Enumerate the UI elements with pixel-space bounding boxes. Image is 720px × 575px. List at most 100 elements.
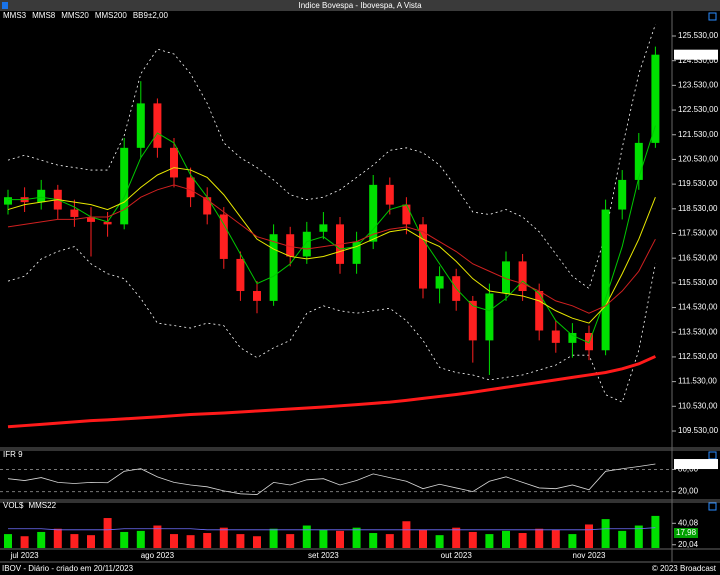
volume-bar xyxy=(286,534,295,548)
volume-bar xyxy=(203,533,212,548)
candle-body xyxy=(502,261,510,294)
panel-title: VOL$ xyxy=(3,501,24,510)
expand-icon[interactable] xyxy=(708,12,717,21)
legend-entry: MMS200 xyxy=(95,11,128,20)
candle-body xyxy=(37,189,46,203)
y-tick-label: 114.530,00 xyxy=(678,303,718,312)
bollinger-upper xyxy=(7,24,656,290)
candle-body xyxy=(651,54,660,143)
volume-bar xyxy=(319,529,328,548)
candle-body xyxy=(518,261,527,292)
candle-body xyxy=(302,231,311,257)
volume-bar xyxy=(435,535,444,548)
candle-body xyxy=(634,142,643,180)
legend-entry: MMS3 xyxy=(3,11,27,20)
volume-bar xyxy=(253,536,261,548)
last-value-box xyxy=(674,528,698,538)
volume-bar xyxy=(269,528,278,548)
candle-body xyxy=(87,216,95,222)
volume-bar xyxy=(468,531,477,548)
volume-bar xyxy=(618,530,627,548)
moving-average xyxy=(7,167,656,324)
volume-bar xyxy=(352,527,361,548)
last-value-label: 124.773,21 xyxy=(676,50,717,59)
volume-average xyxy=(8,527,656,531)
candle-body xyxy=(186,177,195,198)
y-tick-label: 123.530,00 xyxy=(678,80,719,89)
volume-bar xyxy=(551,529,560,548)
candle-body xyxy=(120,147,129,225)
moving-average xyxy=(7,184,656,314)
candle-body xyxy=(601,209,610,351)
volume-bar xyxy=(485,534,494,548)
volume-bar xyxy=(419,529,427,548)
legend-entry: MMS20 xyxy=(61,11,89,20)
last-value-box xyxy=(674,49,718,60)
volume-bar xyxy=(103,518,112,548)
volume-bar xyxy=(170,534,178,548)
volume-bar xyxy=(20,536,29,548)
y-tick-label: 109.530,00 xyxy=(678,426,719,435)
candle-body xyxy=(468,300,477,341)
candle-body xyxy=(103,221,112,225)
candle-body xyxy=(219,214,228,259)
y-tick-label: 121.530,00 xyxy=(678,130,719,139)
volume-bar xyxy=(502,530,510,548)
volume-bar xyxy=(385,534,394,548)
volume-bar xyxy=(651,515,660,548)
y-tick-label: 111.530,00 xyxy=(678,377,717,386)
candle-body xyxy=(385,184,394,205)
x-tick-label: out 2023 xyxy=(441,551,473,560)
candle-body xyxy=(136,103,145,148)
candle-body xyxy=(485,293,494,341)
footer-left: IBOV - Diário - criado em 20/11/2023 xyxy=(2,564,134,573)
candle-body xyxy=(568,332,577,343)
volume-bar xyxy=(4,534,12,548)
x-tick-label: ago 2023 xyxy=(141,551,175,560)
y-tick-label: 117.530,00 xyxy=(678,229,718,238)
y-tick-label: 125.530,00 xyxy=(678,31,719,40)
candle-body xyxy=(419,224,427,289)
expand-icon[interactable] xyxy=(708,502,717,511)
legend-entry: BB9±2,00 xyxy=(133,11,169,20)
volume-bar xyxy=(402,521,411,548)
candle-body xyxy=(435,276,444,289)
panel-title: IFR 9 xyxy=(3,450,23,459)
candle-body xyxy=(153,103,162,148)
candle-body xyxy=(236,258,245,292)
candle-body xyxy=(319,224,328,232)
candle-body xyxy=(369,184,378,242)
legend-entry: MMS8 xyxy=(32,11,56,20)
candle-body xyxy=(402,204,411,225)
indicator-line xyxy=(7,463,656,495)
candle-body xyxy=(535,291,544,331)
volume-bar xyxy=(236,534,245,548)
candle-body xyxy=(4,197,12,205)
last-value-box xyxy=(674,459,718,470)
footer-right: © 2023 Broadcast xyxy=(652,564,717,573)
moving-average xyxy=(7,355,657,429)
candle-body xyxy=(203,197,212,215)
y-tick-label: 124.530,00 xyxy=(678,56,719,65)
candle-body xyxy=(170,147,178,178)
y-tick-label: 116.530,00 xyxy=(678,253,718,262)
volume-bar xyxy=(369,533,378,548)
legend-entry: MMS22 xyxy=(28,501,56,510)
volume-bar xyxy=(452,527,461,548)
candle-body xyxy=(70,209,79,217)
y-tick-label: 80,00 xyxy=(678,465,699,474)
moving-average xyxy=(8,125,656,344)
candle-body xyxy=(253,291,261,301)
volume-bar xyxy=(336,530,344,548)
y-tick-label: 119.530,00 xyxy=(678,179,718,188)
candle-body xyxy=(618,179,627,210)
volume-bar xyxy=(87,535,95,548)
menu-icon[interactable] xyxy=(2,2,8,9)
candle-body xyxy=(352,241,361,264)
volume-bar xyxy=(568,534,577,548)
y-tick-label: 115.530,00 xyxy=(678,278,718,287)
expand-icon[interactable] xyxy=(708,451,717,460)
volume-bar xyxy=(136,530,145,548)
